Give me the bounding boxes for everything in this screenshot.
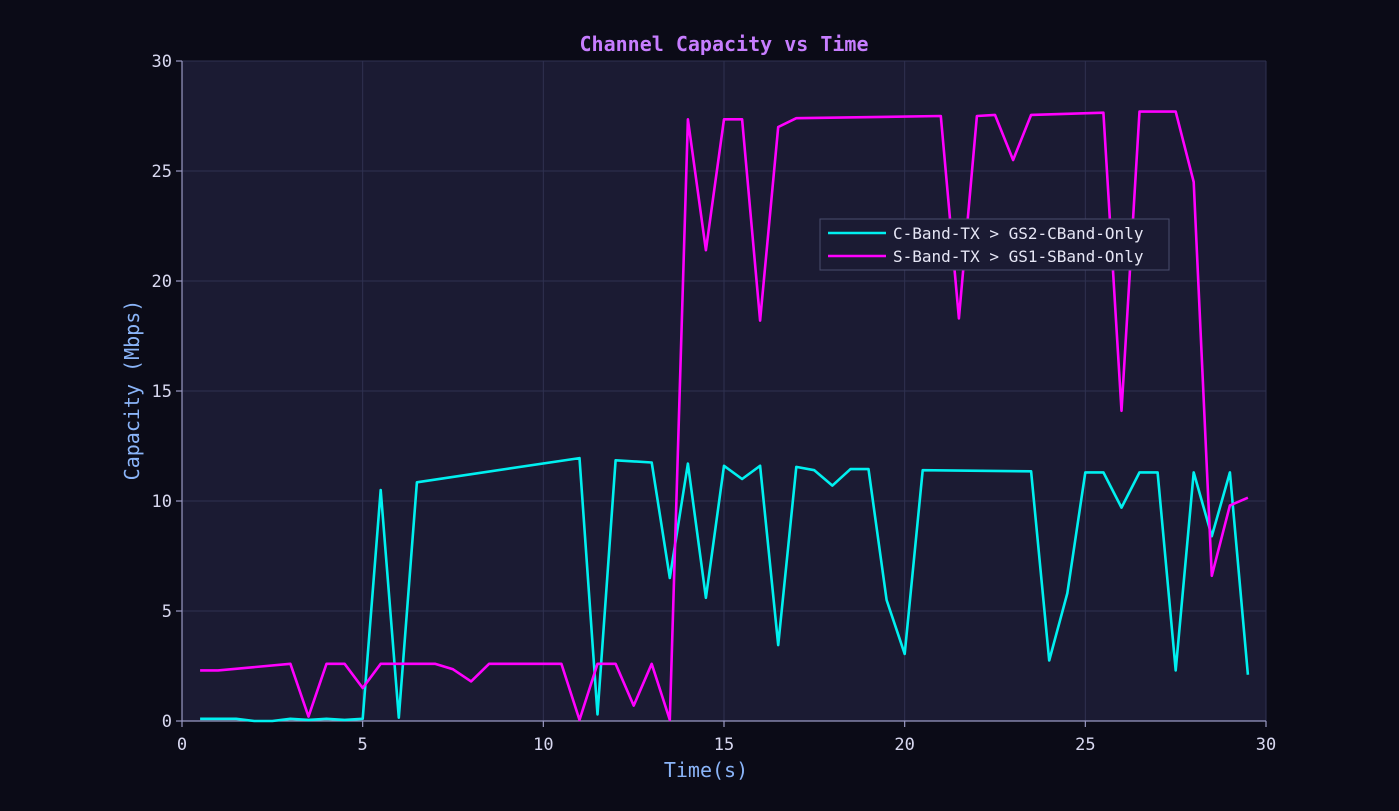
x-tick-label: 30 [1256,735,1276,755]
legend-entry-2: S-Band-TX > GS1-SBand-Only [893,247,1144,266]
chart-title: Channel Capacity vs Time [580,32,869,56]
x-tick-label: 10 [533,735,553,755]
x-tick-label: 20 [894,735,914,755]
x-tick-label: 0 [177,735,187,755]
y-tick-label: 25 [152,162,172,182]
y-tick-label: 0 [162,712,172,732]
y-tick-label: 10 [152,492,172,512]
legend-box [819,218,1170,271]
y-axis-label: Capacity (Mbps) [120,300,144,481]
y-tick-label: 20 [152,272,172,292]
series-line-1 [200,456,1250,723]
legend-entry-1: C-Band-TX > GS2-CBand-Only [893,224,1144,243]
y-tick-label: 30 [152,52,172,72]
y-tick-label: 5 [162,602,172,622]
x-tick-label: 5 [358,735,368,755]
legend: C-Band-TX > GS2-CBand-Only S-Band-TX > GS… [819,218,1170,271]
x-tick-label: 25 [1075,735,1095,755]
x-tick-label: 15 [714,735,734,755]
y-axis-ticks: 0 5 10 15 20 25 30 [152,52,182,732]
y-tick-label: 15 [152,382,172,402]
x-axis-label: Time(s) [664,758,748,782]
x-axis-ticks: 0 5 10 15 20 25 30 [177,721,1276,755]
